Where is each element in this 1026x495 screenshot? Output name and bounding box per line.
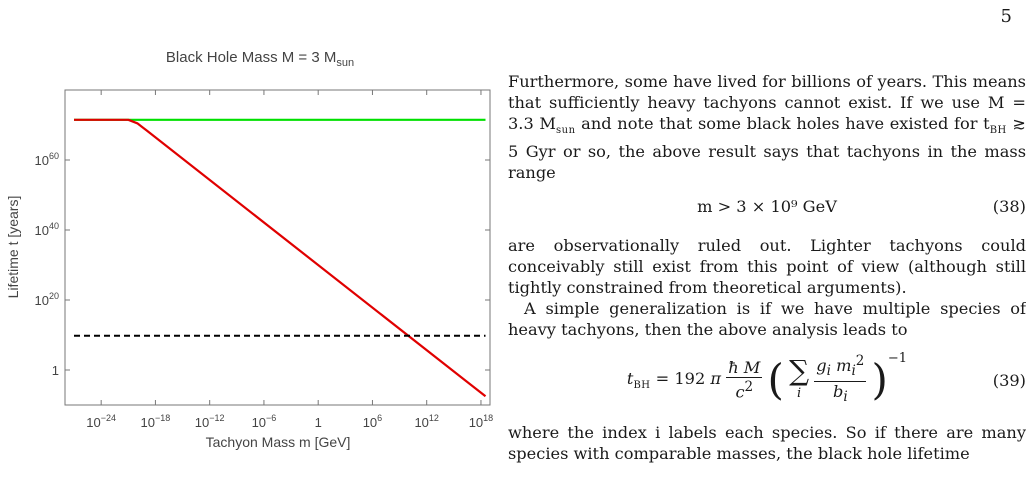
equation-39-number: (39) xyxy=(992,371,1026,391)
equation-38-number: (38) xyxy=(992,197,1026,217)
lifetime-figure: Black Hole Mass M = 3 Msun 10−24 10−18 10−… xyxy=(0,40,500,464)
y-axis-ticks: 1 1020 1040 1060 xyxy=(35,151,490,378)
y-tick-label: 1040 xyxy=(35,221,59,238)
series-line-2 xyxy=(74,118,487,398)
page-number: 5 xyxy=(1000,6,1012,27)
text-column: Furthermore, some have lived for billion… xyxy=(508,71,1026,464)
y-tick-label: 1020 xyxy=(35,291,59,308)
x-tick-label: 10−12 xyxy=(195,413,225,430)
equation-38: m > 3 × 10⁹ GeV (38) xyxy=(697,197,1026,217)
chart-title: Black Hole Mass M = 3 Msun xyxy=(166,49,354,69)
paragraph-1: Furthermore, some have lived for billion… xyxy=(508,72,1026,183)
x-axis-ticks: 10−24 10−18 10−12 10−6 1 106 1012 1018 xyxy=(86,90,493,430)
x-tick-label: 1012 xyxy=(414,413,438,430)
x-tick-label: 10−24 xyxy=(86,413,116,430)
chart-title-subscript: sun xyxy=(336,57,354,69)
x-axis-label: Tachyon Mass m [GeV] xyxy=(206,434,351,450)
paragraph-3: A simple generalization is if we have mu… xyxy=(508,299,1026,340)
y-axis-label: Lifetime t [years] xyxy=(5,196,21,299)
lifetime-chart: Black Hole Mass M = 3 Msun 10−24 10−18 10−… xyxy=(5,49,493,450)
paragraph-4: where the index i labels each species. S… xyxy=(508,423,1026,464)
y-tick-label: 1060 xyxy=(35,151,59,168)
x-tick-label: 10−18 xyxy=(141,413,171,430)
plot-frame xyxy=(64,89,491,406)
y-tick-label: 1 xyxy=(52,363,59,378)
paragraph-2: are observationally ruled out. Lighter t… xyxy=(508,236,1026,298)
x-tick-label: 106 xyxy=(363,413,382,430)
series-layer xyxy=(74,118,487,398)
x-tick-label: 10−6 xyxy=(252,413,277,430)
x-tick-label: 1 xyxy=(315,415,322,430)
x-tick-label: 1018 xyxy=(469,413,493,430)
